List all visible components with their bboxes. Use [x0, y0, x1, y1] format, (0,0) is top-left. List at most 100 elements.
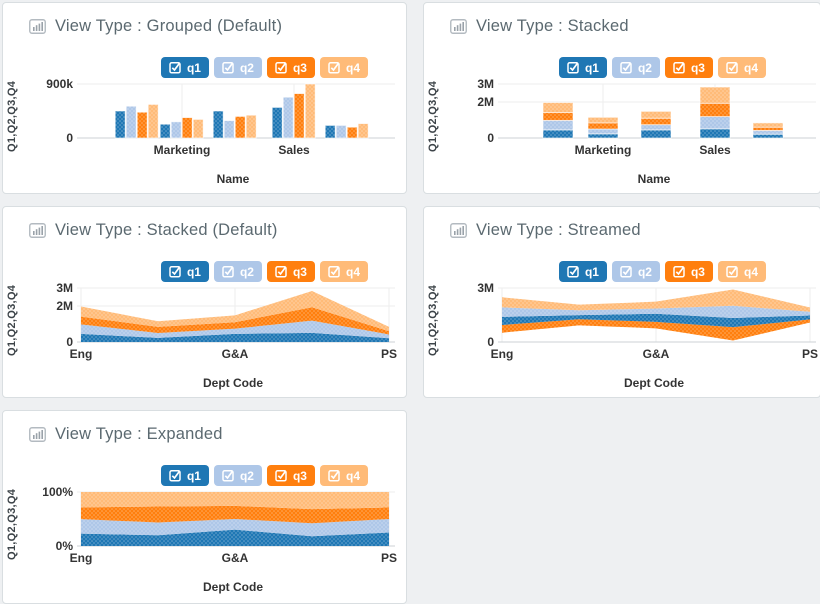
legend-toggle-q1[interactable]: q1 [558, 57, 607, 78]
legend-toggle-q3[interactable]: q3 [664, 57, 713, 78]
bar-segment-q1-texture [587, 133, 619, 139]
legend: q1 q2 q3 q4 [160, 261, 368, 282]
bar-segment-q4-texture [640, 110, 672, 119]
legend-label: q3 [690, 264, 705, 279]
y-tick-label: 3M [477, 77, 494, 91]
checkbox-checked-icon [567, 266, 579, 278]
y-tick-label: 2M [56, 299, 73, 313]
x-tick-label: G&A [222, 347, 249, 361]
x-axis-label: Dept Code [203, 376, 263, 390]
stacked-bar-chart: 3M 2M 0 Marketing Sales [477, 77, 816, 157]
y-tick-label: 0 [487, 335, 494, 349]
y-tick-label: 0 [487, 131, 494, 145]
bar-segment-q3-texture [699, 102, 731, 117]
legend-toggle-q2[interactable]: q2 [213, 57, 262, 78]
legend-toggle-q1[interactable]: q1 [558, 261, 607, 282]
legend-toggle-q2[interactable]: q2 [213, 465, 262, 486]
x-tick-label: Sales [699, 143, 731, 157]
legend-toggle-q4[interactable]: q4 [319, 57, 368, 78]
checkbox-checked-icon [726, 266, 738, 278]
legend-label: q1 [584, 264, 599, 279]
legend-toggle-q1[interactable]: q1 [160, 261, 209, 282]
x-tick-label: Marketing [154, 143, 211, 157]
panel-header: View Type : Expanded [29, 425, 223, 444]
legend-toggle-q1[interactable]: q1 [160, 465, 209, 486]
bar-segment-q2-texture [699, 116, 731, 130]
legend: q1 q2 q3 q4 [160, 465, 368, 486]
bar-segment-q1-texture [752, 133, 784, 139]
y-tick-label: 0 [66, 335, 73, 349]
legend-label: q2 [239, 264, 254, 279]
x-tick-label: PS [802, 347, 818, 361]
panel-title: View Type : Streamed [476, 221, 641, 239]
legend-toggle-q4[interactable]: q4 [717, 57, 766, 78]
checkbox-checked-icon [275, 62, 287, 74]
panel-header: View Type : Streamed [450, 221, 641, 240]
legend-toggle-q1[interactable]: q1 [160, 57, 209, 78]
area-q2-texture [81, 519, 389, 537]
checkbox-checked-icon [169, 470, 181, 482]
x-tick-label: G&A [222, 551, 249, 565]
area-q3-texture [81, 307, 389, 335]
bar-segment-q2-texture [752, 130, 784, 135]
bar-segment-q1-texture [640, 129, 672, 139]
bar-segment-q3-texture [752, 126, 784, 131]
legend-toggle-q4[interactable]: q4 [319, 465, 368, 486]
legend-toggle-q2[interactable]: q2 [213, 261, 262, 282]
bar-q4-texture [357, 123, 369, 139]
legend-label: q2 [637, 264, 652, 279]
bar-segment-q4-texture [542, 102, 574, 114]
bar-q2-texture [335, 125, 347, 139]
checkbox-checked-icon [222, 62, 234, 74]
bar-q1-texture [271, 106, 283, 139]
bar-chart-icon [29, 427, 46, 442]
area-q3-texture [502, 319, 810, 341]
bar-chart-icon [29, 19, 46, 34]
checkbox-checked-icon [567, 62, 579, 74]
legend-label: q4 [345, 468, 360, 483]
y-tick-label: 0% [56, 539, 74, 553]
legend-label: q2 [637, 60, 652, 75]
legend-toggle-q3[interactable]: q3 [266, 57, 315, 78]
x-axis-label: Name [216, 172, 250, 186]
legend-label: q4 [743, 60, 758, 75]
area-q2-texture [81, 320, 389, 339]
legend-label: q1 [186, 60, 201, 75]
bar-q4-texture [304, 83, 316, 139]
bar-q3-texture [136, 111, 148, 139]
legend-toggle-q3[interactable]: q3 [266, 261, 315, 282]
bar-segment-q2-texture [542, 119, 574, 131]
checkbox-checked-icon [275, 266, 287, 278]
checkbox-checked-icon [222, 266, 234, 278]
bar-segment-q1-texture [542, 129, 574, 139]
y-tick-label: 3M [477, 281, 494, 295]
panel-title: View Type : Expanded [55, 425, 223, 443]
chart-panel-grouped: View Type : Grouped (Default) q1 q2 q3 q4 Q… [2, 2, 407, 194]
y-tick-label: 2M [477, 95, 494, 109]
area-q3-texture [81, 505, 389, 524]
y-tick-label: 0 [66, 131, 73, 145]
panel-title: View Type : Stacked [476, 17, 629, 35]
x-tick-label: Eng [70, 551, 93, 565]
legend-label: q1 [186, 468, 201, 483]
legend-label: q4 [743, 264, 758, 279]
checkbox-checked-icon [222, 470, 234, 482]
legend-toggle-q3[interactable]: q3 [266, 465, 315, 486]
legend-toggle-q2[interactable]: q2 [611, 57, 660, 78]
checkbox-checked-icon [169, 266, 181, 278]
area-q4-texture [81, 291, 389, 332]
legend-toggle-q4[interactable]: q4 [319, 261, 368, 282]
bar-q2-texture [125, 105, 137, 139]
area-q4-texture [502, 289, 810, 312]
grouped-bar-chart: 900k 0 Marketing Sales [46, 77, 395, 157]
legend-toggle-q3[interactable]: q3 [664, 261, 713, 282]
x-tick-label: Eng [70, 347, 93, 361]
legend-toggle-q2[interactable]: q2 [611, 261, 660, 282]
bar-q4-texture [147, 103, 159, 139]
checkbox-checked-icon [620, 62, 632, 74]
legend-label: q4 [345, 264, 360, 279]
checkbox-checked-icon [620, 266, 632, 278]
bar-q1-texture [212, 110, 224, 139]
legend-toggle-q4[interactable]: q4 [717, 261, 766, 282]
